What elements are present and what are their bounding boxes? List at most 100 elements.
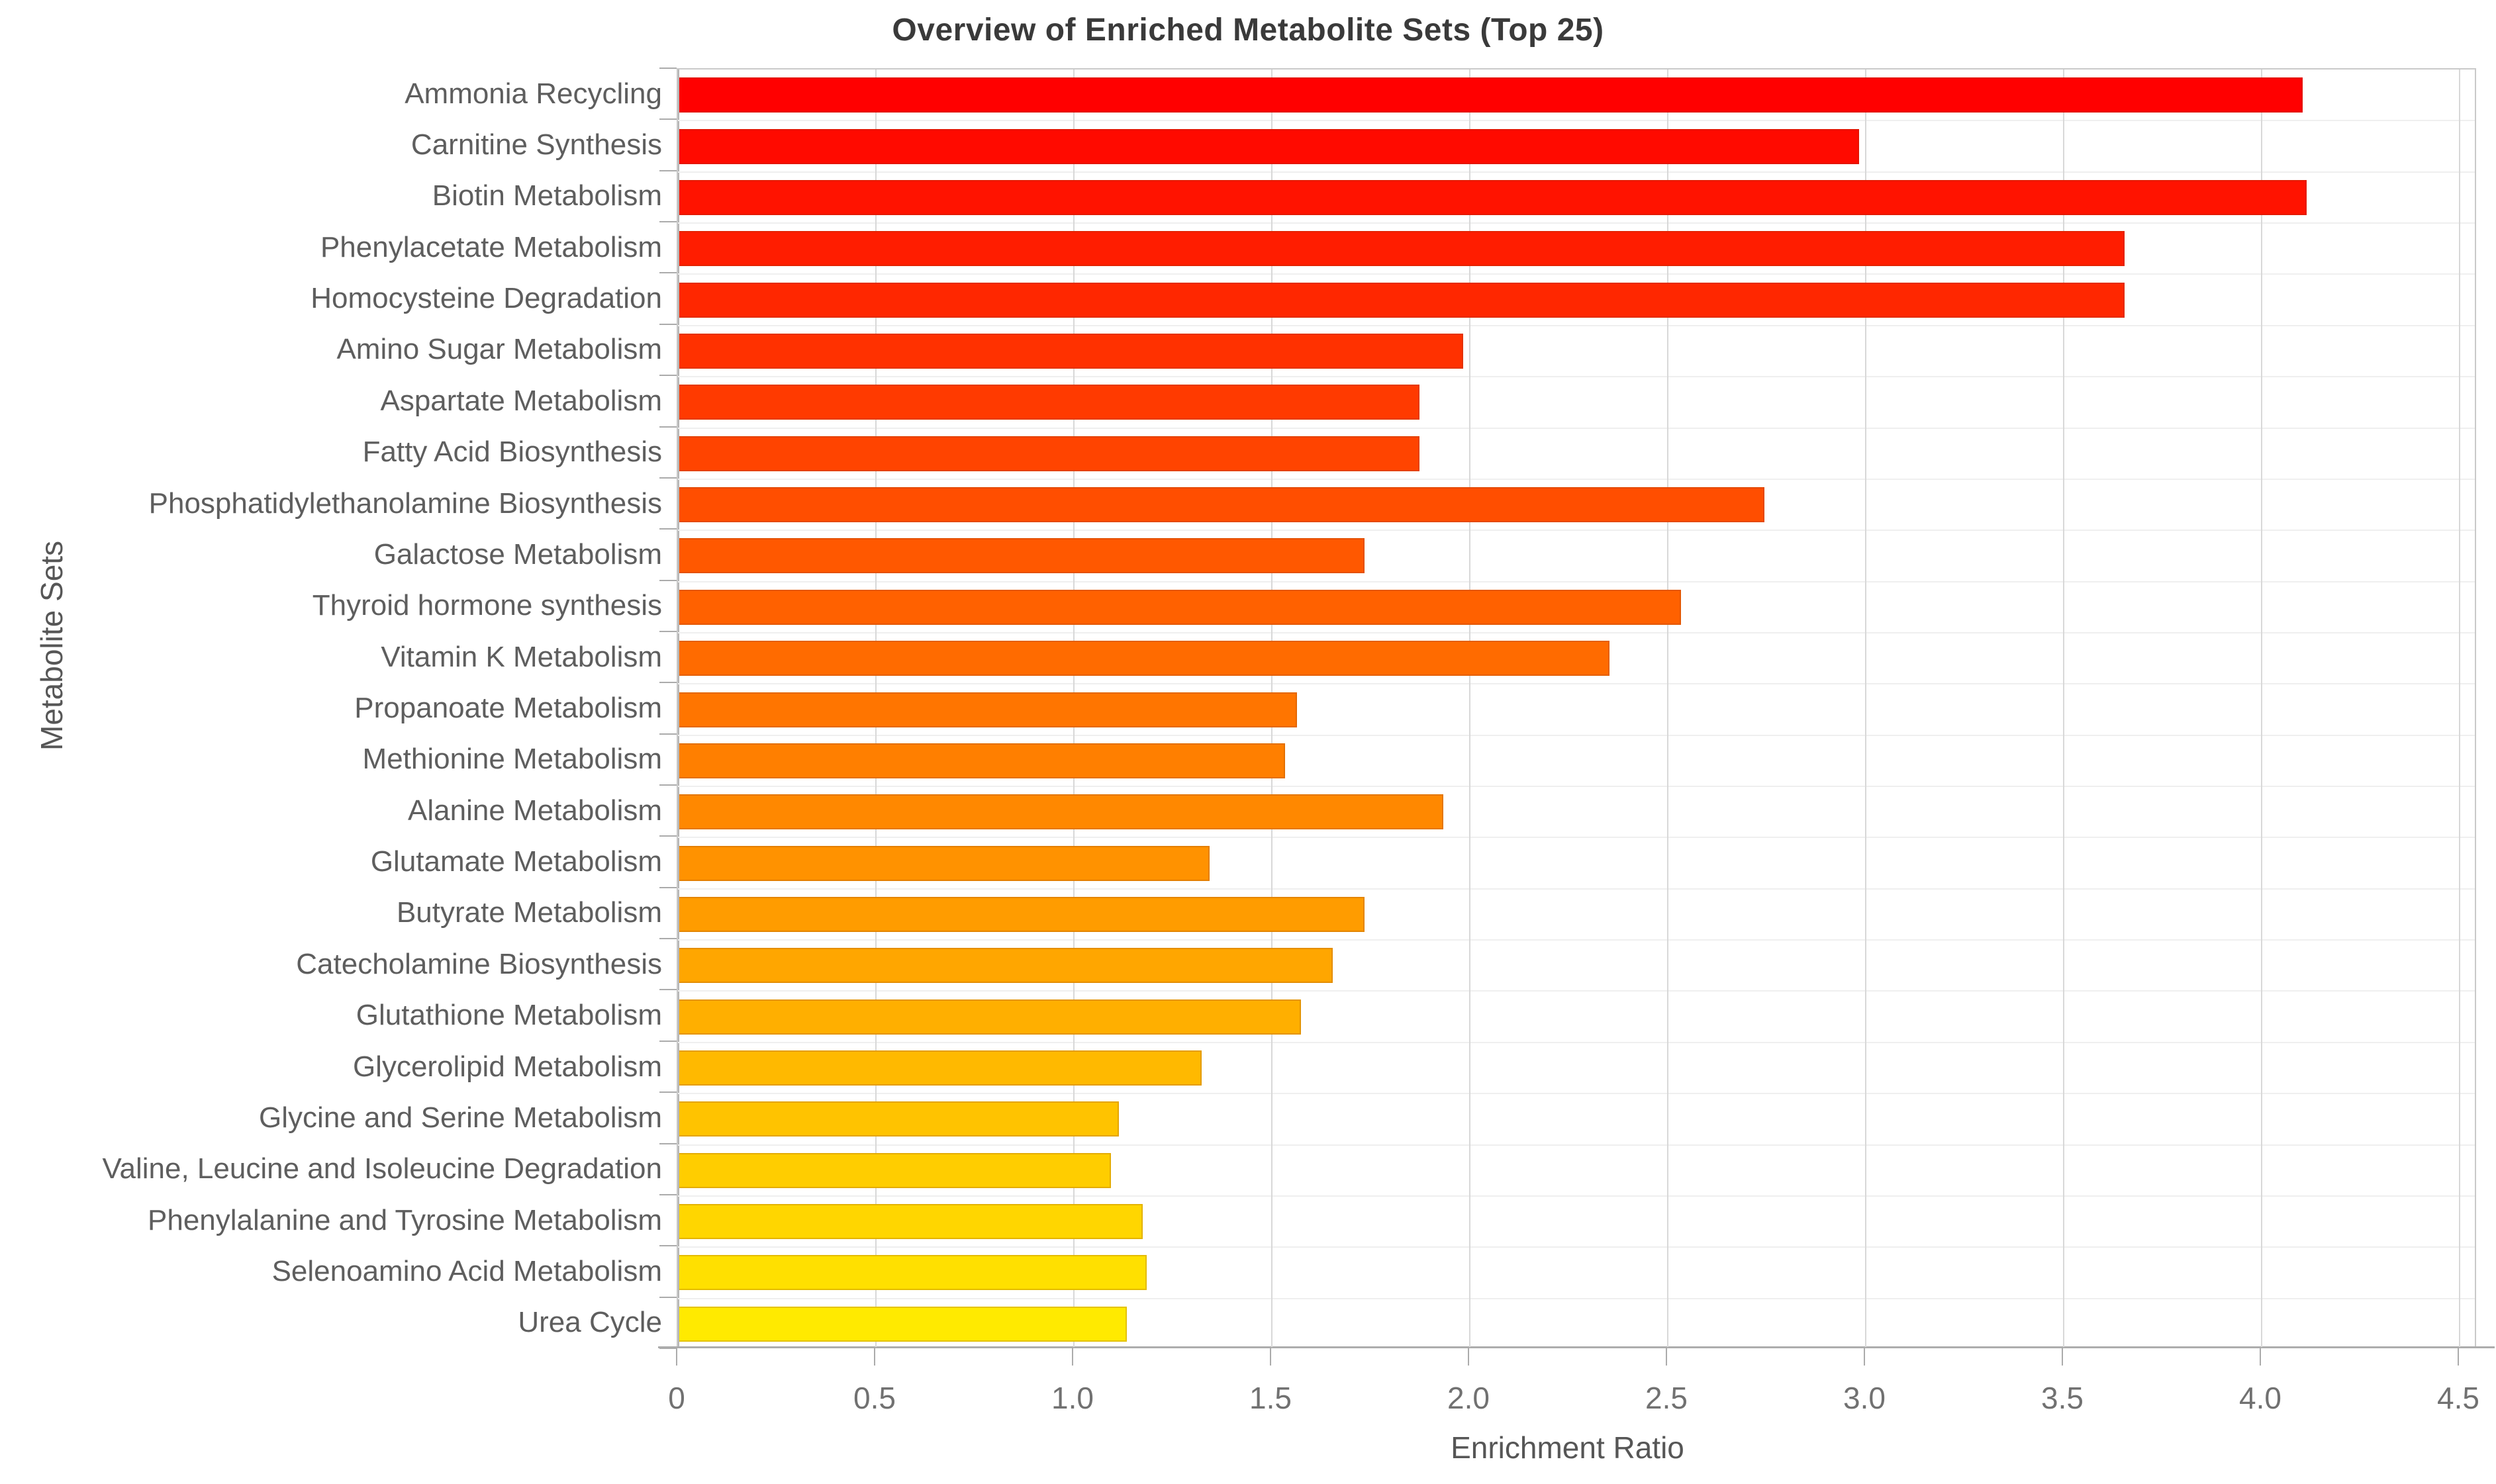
- y-tick-mark: [659, 221, 677, 223]
- y-tick-mark: [659, 68, 677, 69]
- bar: [679, 641, 1609, 676]
- y-tick-mark: [659, 938, 677, 940]
- y-tick-mark: [659, 579, 677, 581]
- category-label: Amino Sugar Metabolism: [336, 333, 662, 366]
- x-gridline: [2459, 70, 2460, 1347]
- y-tick-mark: [659, 733, 677, 735]
- category-label: Propanoate Metabolism: [354, 692, 662, 724]
- x-tick-label: 2.5: [1645, 1381, 1688, 1415]
- plot-area: [658, 68, 2495, 1348]
- y-axis-line: [678, 70, 679, 1347]
- category-label: Galactose Metabolism: [373, 537, 662, 571]
- y-tick-mark: [659, 272, 677, 274]
- row-gridline: [678, 171, 2475, 173]
- x-tick-mark: [874, 1348, 875, 1366]
- x-tick-label: 0.5: [853, 1381, 896, 1415]
- bar: [679, 231, 2125, 267]
- y-tick-mark: [659, 682, 677, 684]
- x-tick-mark: [2062, 1348, 2063, 1366]
- bar: [679, 77, 2303, 113]
- bar: [679, 487, 1764, 523]
- x-gridline: [1865, 70, 1866, 1347]
- bar: [679, 128, 1859, 164]
- x-tick-label: 4.0: [2239, 1381, 2281, 1415]
- row-gridline: [678, 1041, 2475, 1043]
- x-tick-label: 1.0: [1051, 1381, 1094, 1415]
- row-gridline: [678, 580, 2475, 582]
- y-tick-mark: [659, 1091, 677, 1093]
- category-label: Biotin Metabolism: [432, 179, 662, 212]
- x-tick-label: 3.0: [1843, 1381, 1886, 1415]
- category-label: Phosphatidylethanolamine Biosynthesis: [148, 487, 662, 520]
- row-gridline: [678, 222, 2475, 224]
- row-gridline: [678, 1144, 2475, 1146]
- category-label: Vitamin K Metabolism: [381, 640, 662, 673]
- y-tick-mark: [659, 1193, 677, 1195]
- category-label: Methionine Metabolism: [362, 743, 662, 776]
- bar: [679, 999, 1301, 1035]
- chart-title: Overview of Enriched Metabolite Sets (To…: [892, 13, 1604, 48]
- y-tick-mark: [659, 477, 677, 479]
- category-label: Phenylalanine and Tyrosine Metabolism: [148, 1203, 662, 1236]
- row-gridline: [678, 1297, 2475, 1299]
- category-label: Selenoamino Acid Metabolism: [271, 1254, 662, 1287]
- row-gridline: [678, 478, 2475, 480]
- x-gridline: [2261, 70, 2262, 1347]
- x-tick-mark: [1864, 1348, 1865, 1366]
- row-gridline: [678, 273, 2475, 275]
- bar: [679, 589, 1681, 625]
- bar: [679, 845, 1210, 881]
- bar: [679, 896, 1365, 932]
- row-gridline: [678, 1195, 2475, 1197]
- x-tick-label: 4.5: [2437, 1381, 2479, 1415]
- row-gridline: [678, 120, 2475, 122]
- y-tick-mark: [659, 1296, 677, 1298]
- row-gridline: [678, 734, 2475, 736]
- row-gridline: [678, 888, 2475, 890]
- x-tick-label: 1.5: [1249, 1381, 1292, 1415]
- row-gridline: [678, 786, 2475, 788]
- bar: [679, 1050, 1202, 1086]
- y-tick-mark: [659, 528, 677, 530]
- row-gridline: [678, 1246, 2475, 1248]
- y-tick-mark: [659, 1348, 677, 1349]
- x-tick-mark: [1270, 1348, 1271, 1366]
- row-gridline: [678, 530, 2475, 532]
- y-tick-mark: [659, 630, 677, 632]
- bar: [679, 1306, 1127, 1342]
- row-gridline: [678, 427, 2475, 429]
- bar: [679, 333, 1463, 369]
- row-gridline: [678, 324, 2475, 326]
- category-label: Phenylacetate Metabolism: [320, 230, 662, 263]
- x-tick-label: 3.5: [2041, 1381, 2084, 1415]
- row-gridline: [678, 939, 2475, 941]
- bar: [679, 436, 1419, 471]
- category-label: Thyroid hormone synthesis: [312, 589, 662, 622]
- bar: [679, 794, 1443, 830]
- y-tick-mark: [659, 784, 677, 786]
- x-gridline: [1469, 70, 1470, 1347]
- bar: [679, 743, 1285, 778]
- bar: [679, 1152, 1111, 1188]
- category-label: Catecholamine Biosynthesis: [296, 947, 662, 980]
- y-tick-mark: [659, 1040, 677, 1042]
- x-tick-label: 0: [668, 1381, 685, 1415]
- row-gridline: [678, 1093, 2475, 1095]
- category-label: Urea Cycle: [518, 1306, 662, 1339]
- y-tick-mark: [659, 169, 677, 171]
- category-label: Alanine Metabolism: [408, 794, 662, 827]
- category-label: Glutathione Metabolism: [356, 999, 662, 1032]
- category-label: Butyrate Metabolism: [396, 896, 662, 929]
- y-tick-mark: [659, 886, 677, 888]
- y-tick-mark: [659, 835, 677, 837]
- x-axis-line: [658, 1346, 2495, 1348]
- x-tick-mark: [1468, 1348, 1469, 1366]
- bar: [679, 1204, 1143, 1240]
- x-gridline: [2063, 70, 2064, 1347]
- bar: [679, 948, 1333, 984]
- y-tick-mark: [659, 375, 677, 377]
- y-tick-mark: [659, 1245, 677, 1247]
- category-label: Glutamate Metabolism: [370, 845, 662, 878]
- category-label: Valine, Leucine and Isoleucine Degradati…: [102, 1152, 662, 1185]
